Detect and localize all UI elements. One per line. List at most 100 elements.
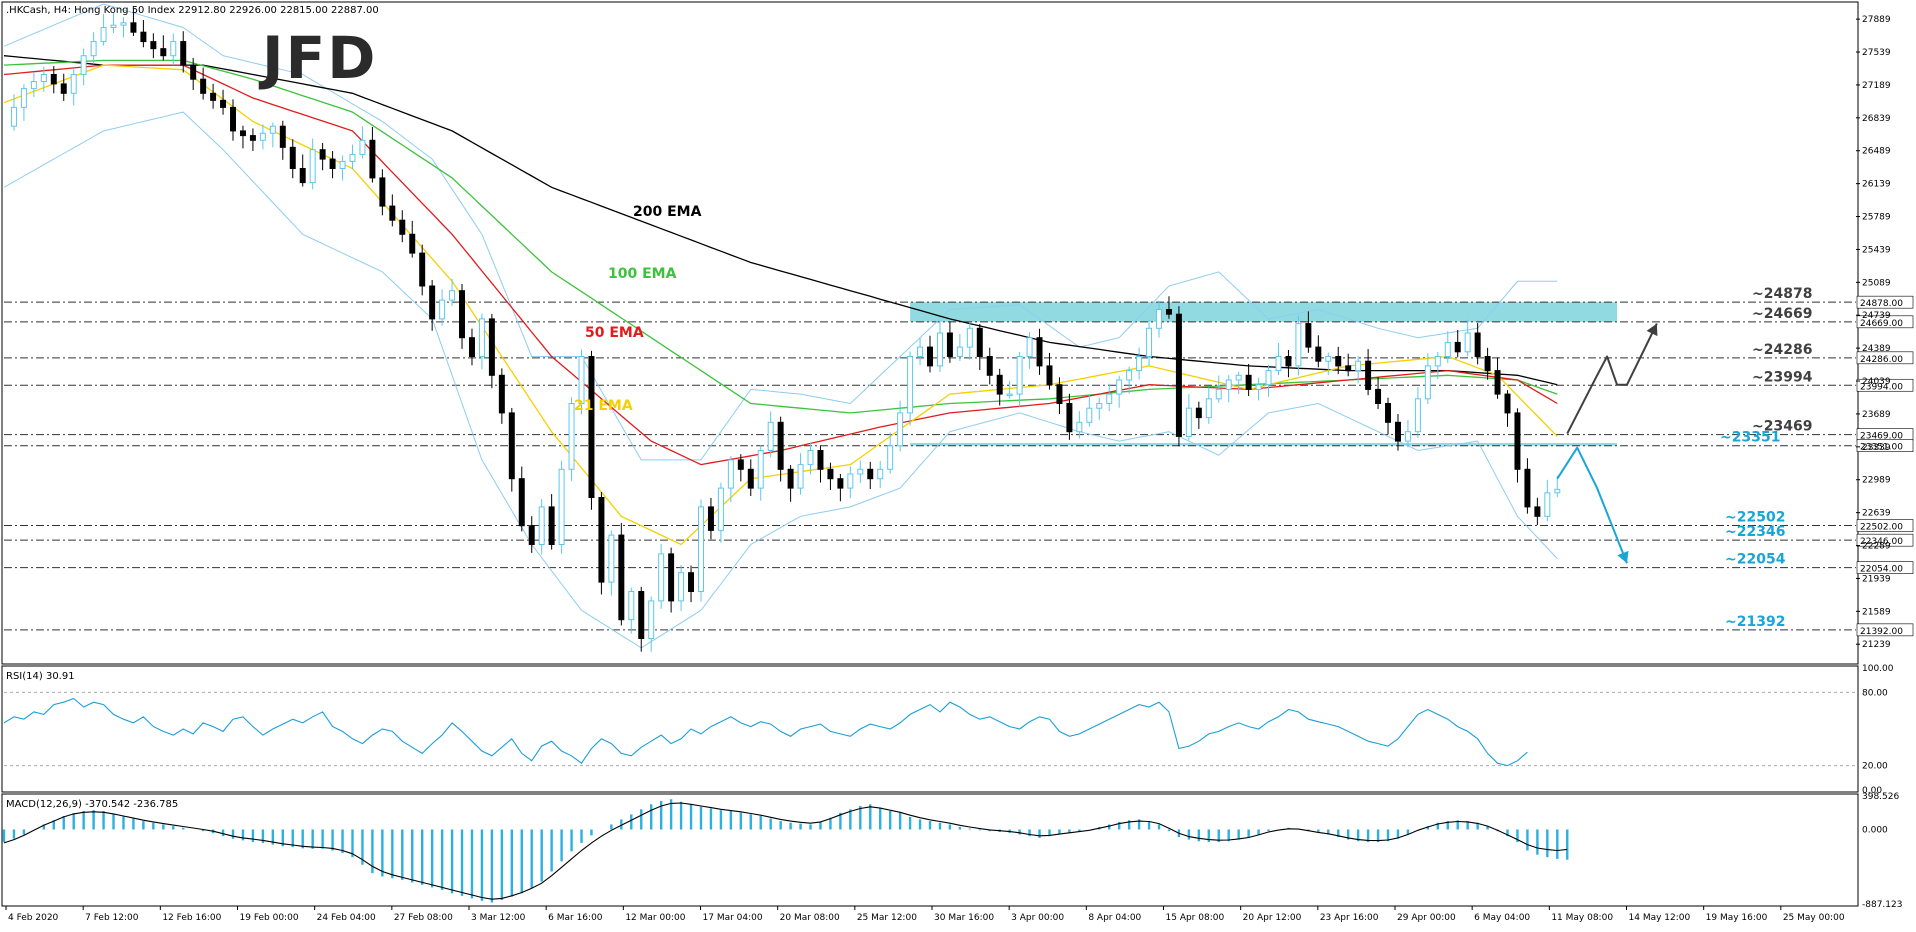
- candle-body-136: [1355, 360, 1362, 372]
- candle-body-93: [927, 346, 933, 367]
- macd-panel-frame: [1, 793, 1859, 907]
- candle-body-117: [1165, 309, 1172, 315]
- candle-body-120: [1195, 407, 1202, 419]
- candle-body-98: [976, 327, 983, 357]
- x-tick-label-7: 6 Mar 16:00: [548, 913, 603, 923]
- candle-body-18: [180, 41, 187, 66]
- x-tick-label-17: 23 Apr 16:00: [1320, 913, 1379, 923]
- main-panel-frame: [1, 1, 1859, 665]
- candle-body-102: [1016, 356, 1023, 395]
- level-tag-box-3: [1856, 378, 1914, 392]
- candle-body-70: [698, 506, 704, 592]
- candle-body-58: [578, 356, 585, 404]
- candle-body-27: [269, 125, 276, 134]
- candle-body-77: [767, 421, 774, 451]
- candle-body-79: [787, 468, 794, 489]
- level-tag-box-7: [1856, 533, 1914, 547]
- candle-body-135: [1345, 365, 1352, 372]
- candle-body-32: [319, 149, 326, 160]
- candle-body-73: [727, 459, 734, 489]
- candle-body-51: [508, 412, 515, 480]
- candle-body-125: [1245, 374, 1252, 390]
- candle-body-83: [827, 468, 834, 480]
- candle-body-30: [299, 168, 306, 184]
- y-tick-label-1: 27539: [1862, 48, 1891, 58]
- x-tick-label-22: 19 May 16:00: [1706, 913, 1768, 923]
- scenario-arrow-up: [1566, 323, 1658, 435]
- candle-body-132: [1315, 346, 1322, 362]
- y-tick-label-17: 21939: [1862, 574, 1891, 584]
- candle-body-100: [996, 374, 1003, 395]
- candle-body-145: [1444, 341, 1451, 357]
- candle-body-116: [1156, 309, 1162, 329]
- candle-body-49: [488, 318, 495, 376]
- candle-body-108: [1076, 421, 1083, 433]
- candle-body-13: [130, 22, 137, 33]
- level-label-2: ~24286: [1752, 342, 1812, 358]
- candle-body-43: [429, 285, 436, 320]
- ema200-label: 200 EMA: [633, 204, 702, 220]
- level-tag-box-9: [1856, 623, 1914, 637]
- rsi-tick-label-1: 80.00: [1862, 688, 1888, 698]
- x-tick-label-12: 30 Mar 16:00: [934, 913, 994, 923]
- level-tag-box-6: [1856, 519, 1914, 532]
- candle-body-139: [1385, 403, 1392, 423]
- rsi-tick-label-3: 0.00: [1862, 786, 1882, 796]
- candle-body-87: [867, 468, 874, 480]
- candle-body-143: [1424, 365, 1431, 400]
- level-tag-8: 22054.00: [1860, 565, 1903, 575]
- candle-body-112: [1116, 379, 1123, 395]
- x-tick-label-19: 6 May 04:00: [1474, 913, 1530, 923]
- ema100-label: 100 EMA: [608, 266, 677, 282]
- x-tick-label-1: 7 Feb 12:00: [85, 913, 139, 923]
- y-tick-label-9: 24739: [1862, 311, 1891, 321]
- candle-body-44: [439, 299, 446, 320]
- candle-body-33: [329, 158, 336, 170]
- level-tag-box-5: [1856, 439, 1914, 453]
- candle-body-6: [60, 83, 67, 94]
- candle-body-81: [807, 450, 814, 466]
- y-tick-label-13: 23339: [1862, 443, 1891, 453]
- rsi-header: RSI(14) 30.91: [6, 671, 75, 682]
- level-label-9: ~21392: [1725, 614, 1785, 630]
- candle-body-41: [409, 233, 416, 254]
- candle-body-134: [1335, 356, 1342, 367]
- level-tag-0: 24878.00: [1860, 299, 1903, 309]
- candle-body-63: [628, 591, 635, 621]
- macd-tick-label-0: 398.526: [1862, 792, 1899, 802]
- y-tick-label-5: 26139: [1862, 180, 1891, 190]
- candle-body-67: [668, 553, 675, 602]
- candle-body-94: [936, 332, 943, 367]
- level-label-7: ~22346: [1725, 524, 1785, 540]
- candle-body-34: [339, 160, 346, 169]
- candle-body-82: [817, 450, 824, 470]
- resistance-zone-0: [910, 302, 1618, 322]
- macd-tick-label-2: -887.123: [1862, 900, 1902, 910]
- candle-body-9: [90, 41, 97, 57]
- x-tick-label-16: 20 Apr 12:00: [1243, 913, 1302, 923]
- level-tag-3: 23994.00: [1860, 382, 1903, 392]
- candle-body-65: [648, 600, 655, 640]
- y-tick-label-4: 26489: [1862, 147, 1891, 157]
- candle-body-85: [847, 473, 854, 489]
- candle-body-74: [737, 459, 744, 470]
- candle-body-35: [349, 153, 356, 162]
- level-tag-box-2: [1856, 351, 1914, 365]
- bollinger-upper: [3, 3, 1558, 461]
- candle-body-61: [608, 534, 615, 583]
- candle-body-26: [259, 132, 266, 141]
- macd-tick-label-1: 0.000: [1862, 825, 1888, 835]
- candle-body-52: [518, 478, 525, 527]
- ema50-label: 50 EMA: [585, 325, 644, 341]
- bollinger-lower: [3, 111, 1558, 649]
- candle-body-69: [688, 572, 695, 593]
- candle-body-11: [110, 24, 117, 28]
- candle-body-142: [1414, 398, 1421, 433]
- candle-body-45: [449, 290, 456, 301]
- x-tick-label-3: 19 Feb 00:00: [240, 913, 299, 923]
- y-tick-label-15: 22639: [1862, 509, 1891, 519]
- x-tick-label-15: 15 Apr 08:00: [1166, 913, 1225, 923]
- x-tick-label-13: 3 Apr 00:00: [1011, 913, 1064, 923]
- candle-body-121: [1205, 398, 1212, 419]
- x-tick-label-18: 29 Apr 00:00: [1397, 913, 1456, 923]
